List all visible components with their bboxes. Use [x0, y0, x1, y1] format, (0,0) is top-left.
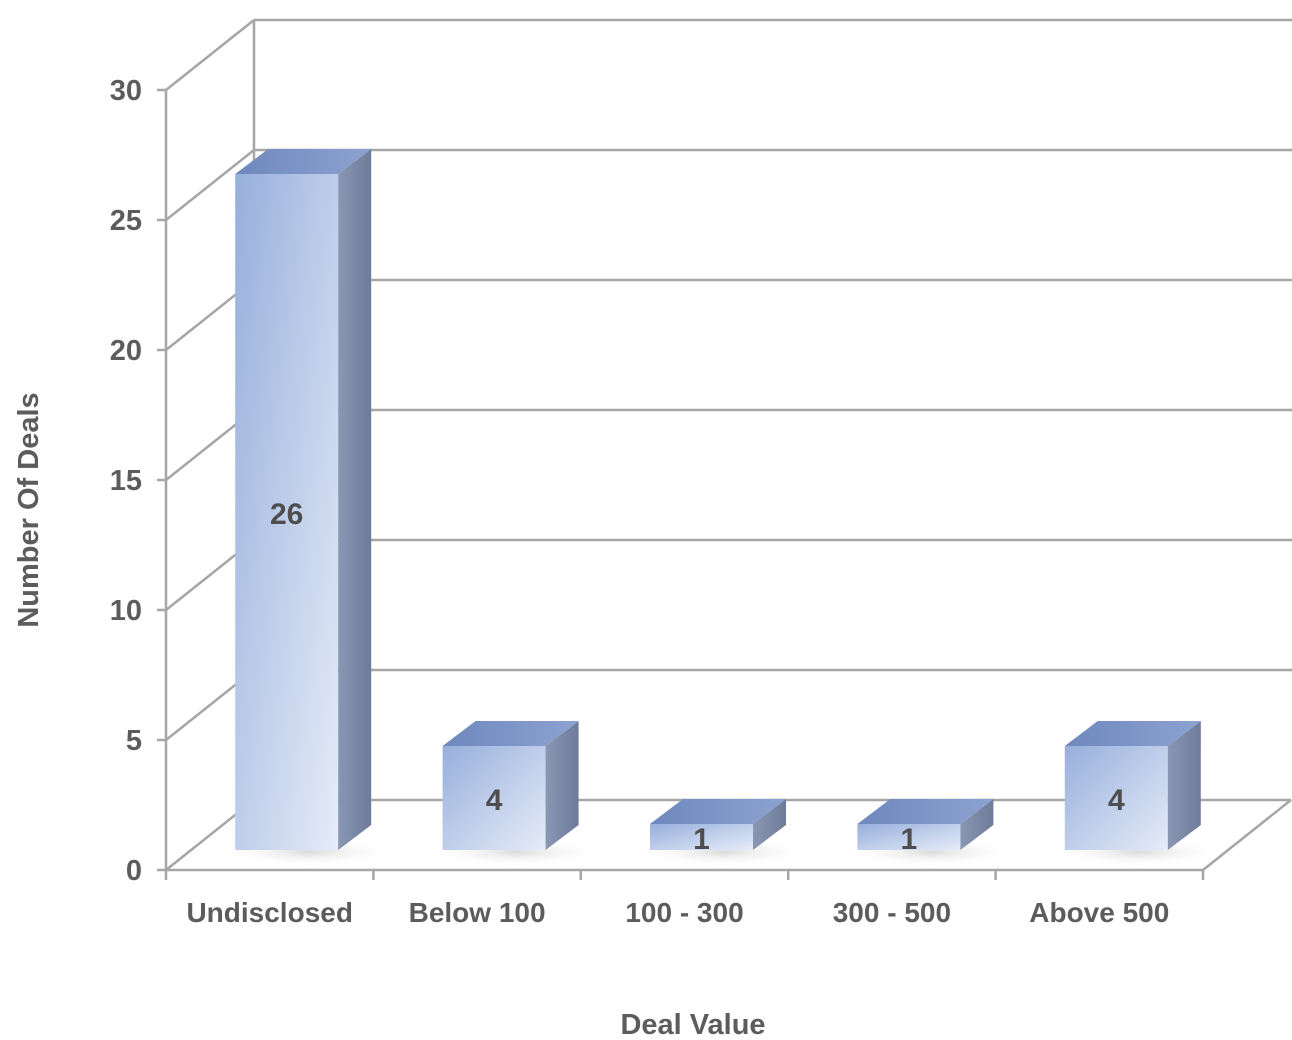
x-tick-label: Undisclosed: [186, 897, 352, 928]
bar-side: [753, 799, 786, 850]
y-axis-ticks: 0 5 10 15 20 25 30: [110, 75, 166, 887]
y-axis-title: Number Of Deals: [13, 392, 45, 627]
data-label: 1: [693, 823, 710, 856]
x-tick-label: Above 500: [1029, 897, 1169, 928]
y-tick-label: 0: [126, 855, 142, 887]
bar-side: [1167, 721, 1201, 850]
bar-side: [338, 149, 372, 850]
bar-5: 4: [1050, 721, 1226, 866]
bar-front: [442, 746, 546, 850]
x-tick-label: 100 - 300: [625, 897, 743, 928]
side-gridline: [165, 19, 255, 91]
x-tick-label: 300 - 500: [833, 897, 951, 928]
bar-top: [1064, 721, 1201, 746]
bar-front: [857, 824, 961, 850]
x-axis-categories: Undisclosed Below 100 100 - 300 300 - 500 Ab…: [164, 870, 1205, 928]
data-label: 26: [270, 498, 303, 531]
data-label: 1: [901, 823, 918, 856]
bar-front: [235, 174, 339, 850]
bar-1: 26: [221, 149, 397, 866]
y-tick-label: 15: [110, 465, 142, 497]
bar-top: [442, 721, 579, 746]
bar-side: [960, 799, 994, 850]
bars: 26 4 1 1 4: [221, 149, 1226, 866]
bar-2: 4: [428, 721, 604, 866]
bar-side: [545, 721, 579, 850]
bar-front: [650, 824, 753, 850]
data-label: 4: [1108, 784, 1125, 817]
bar-top: [235, 149, 372, 174]
floor-right-edge: [1202, 799, 1292, 871]
y-tick-label: 20: [110, 335, 142, 367]
bar-top: [650, 799, 786, 824]
side-gridline: [165, 149, 255, 221]
bar-front: [1064, 746, 1168, 850]
y-tick-label: 10: [110, 595, 142, 627]
x-axis-title: Deal Value: [620, 1009, 765, 1040]
data-label: 4: [486, 784, 503, 817]
y-tick-label: 30: [110, 75, 142, 107]
bar-top: [857, 799, 994, 824]
bar-3: 1: [635, 799, 812, 866]
x-tick-label: Below 100: [409, 897, 546, 928]
y-tick-label: 25: [110, 205, 142, 237]
y-tick-label: 5: [126, 725, 142, 757]
bar-4: 1: [843, 799, 1019, 866]
